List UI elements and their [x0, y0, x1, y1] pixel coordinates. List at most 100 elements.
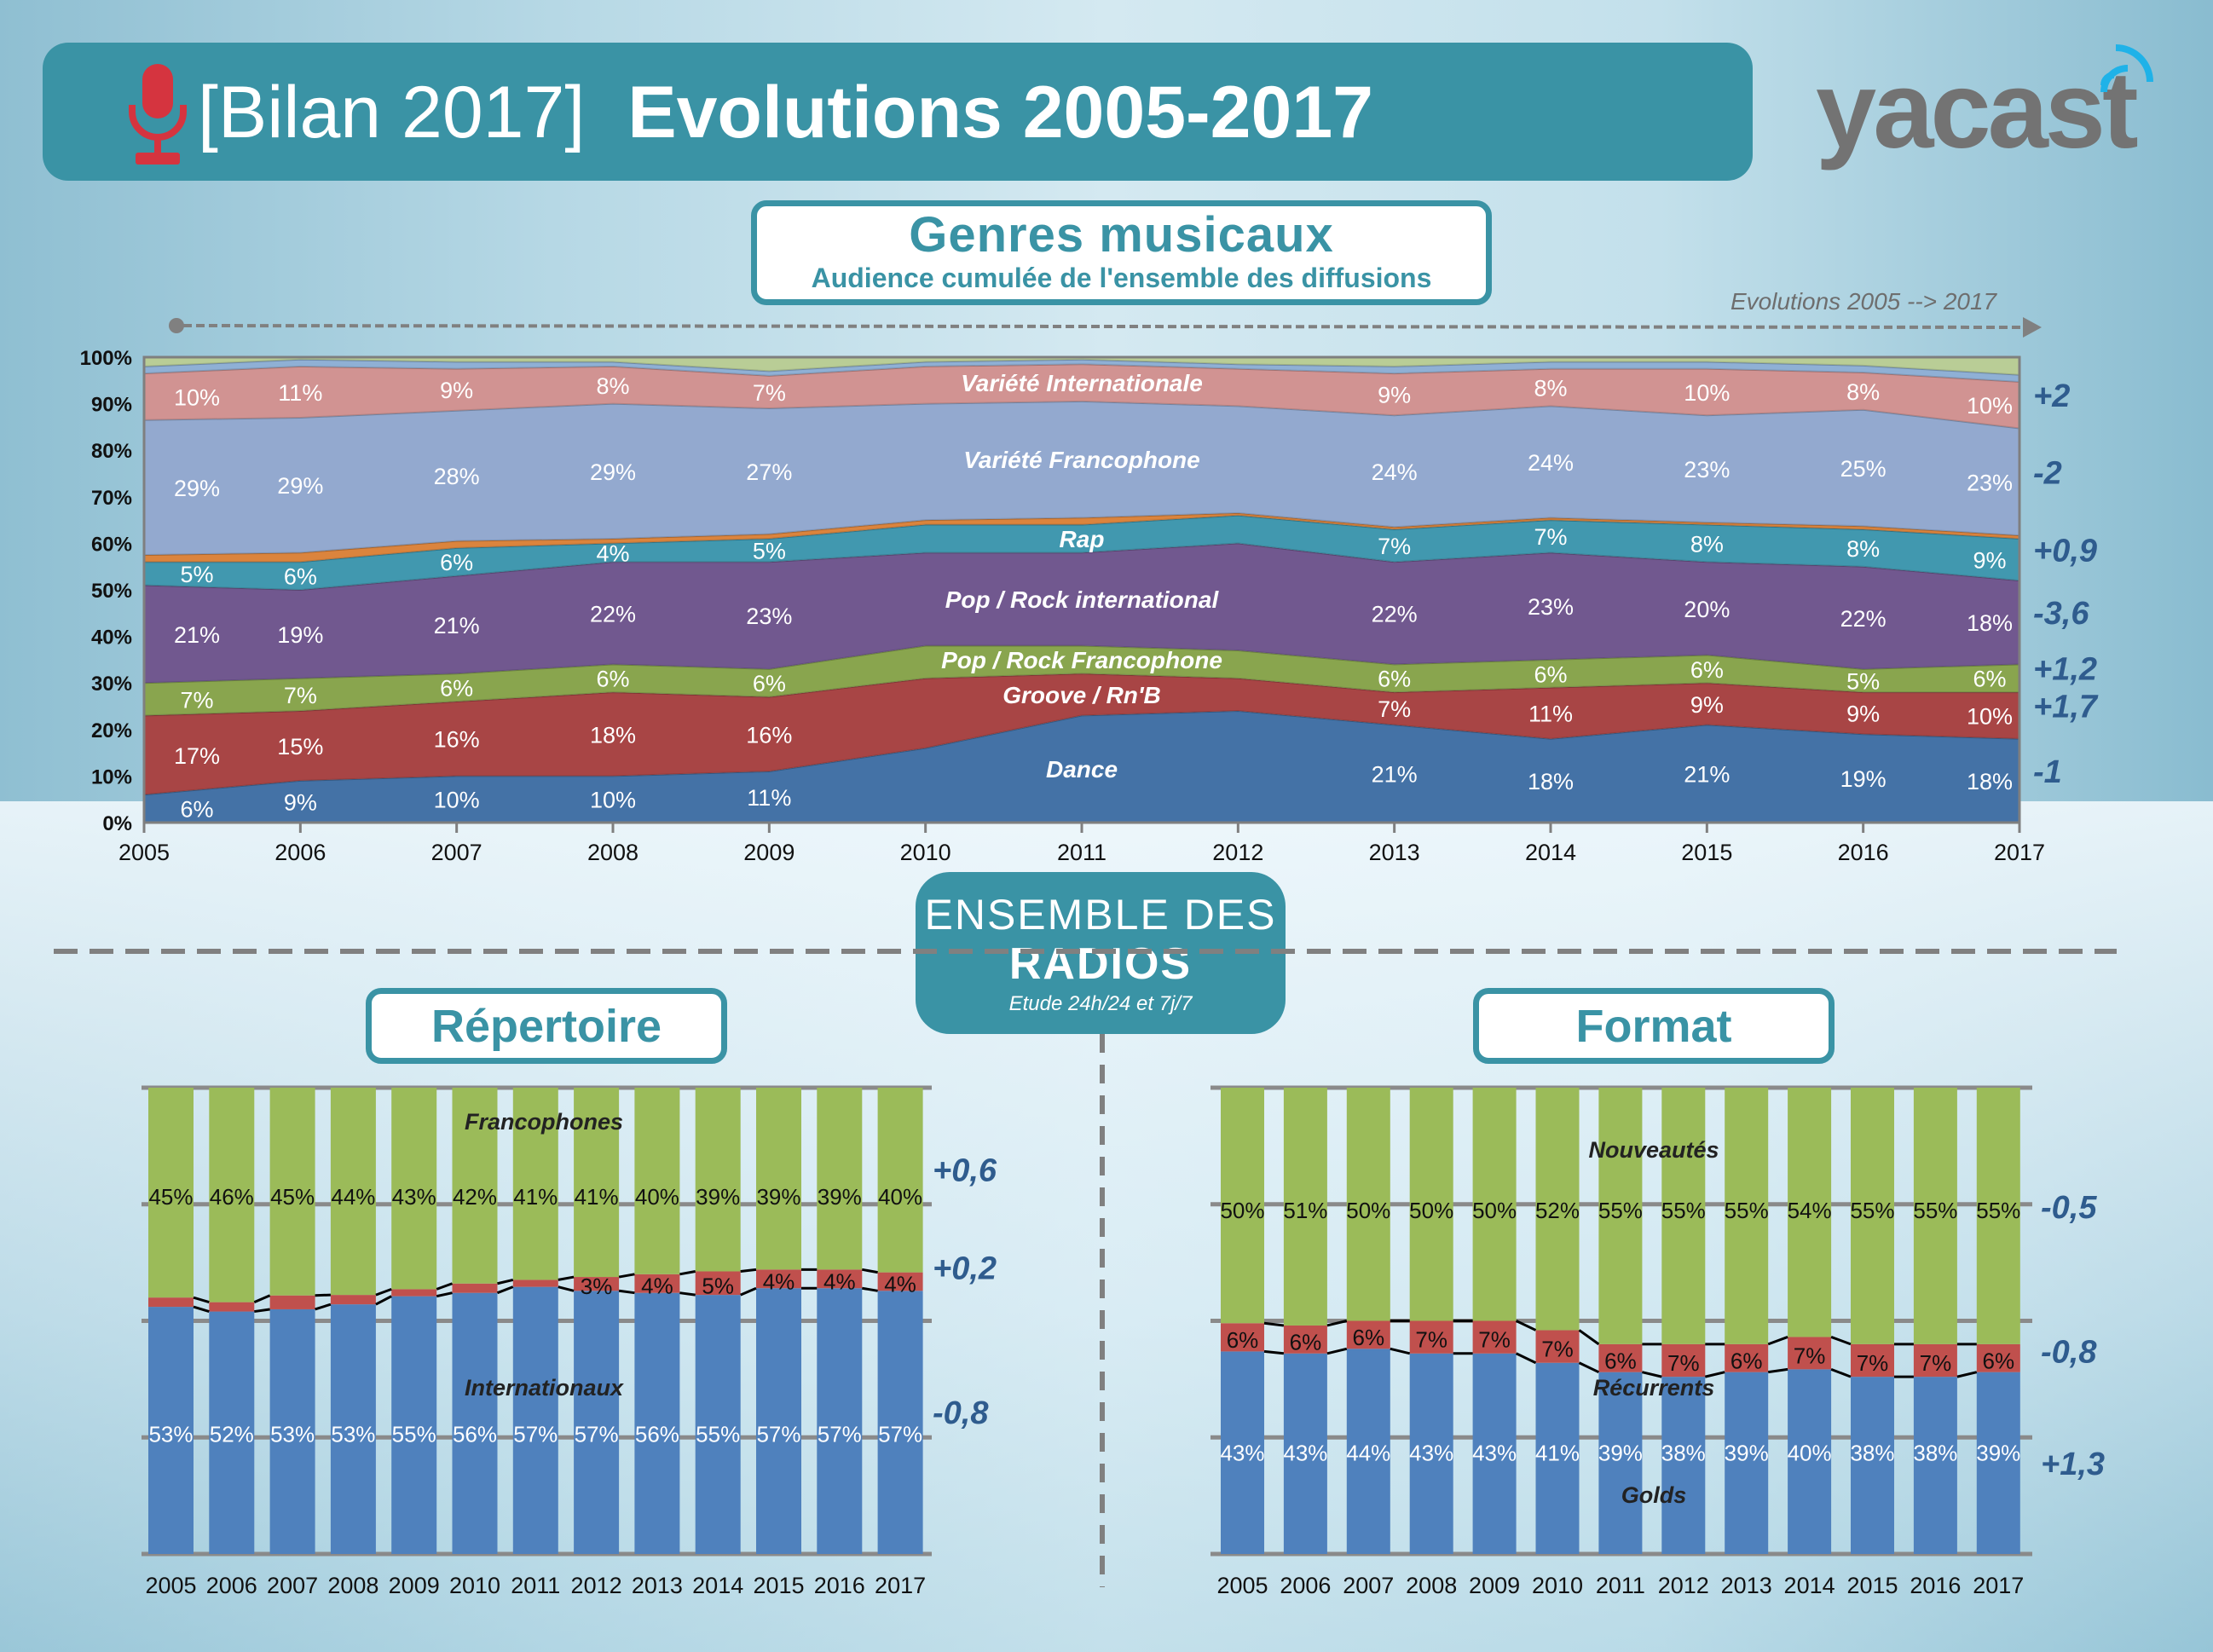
bar-segment: [148, 1297, 194, 1308]
bar-segment: [1851, 1088, 1894, 1344]
y-tick-label: 0%: [102, 812, 132, 835]
series-delta-label: +1,7: [2033, 689, 2099, 725]
x-tick-label: 2012: [1658, 1573, 1709, 1598]
series-delta-label: +0,9: [2033, 534, 2097, 569]
bar-segment: [148, 1307, 194, 1554]
series-connector-line: [1326, 1347, 1348, 1355]
title-main: Evolutions 2005-2017: [627, 72, 1373, 153]
bar-value-label: 40%: [635, 1184, 679, 1210]
series-delta-label: -1: [2033, 754, 2062, 790]
bar-segment: [1913, 1377, 1957, 1554]
bar-value-label: 50%: [1409, 1198, 1453, 1223]
x-tick-label: 2007: [267, 1573, 318, 1598]
bar-segment: [634, 1088, 680, 1274]
series-name-label: Golds: [1621, 1482, 1687, 1508]
bar-value-label: 57%: [575, 1422, 619, 1447]
bar-segment: [695, 1088, 741, 1272]
bar-value-label: 56%: [453, 1422, 497, 1447]
x-tick-label: 2013: [1721, 1573, 1772, 1598]
area-value-label: 8%: [596, 373, 629, 399]
bar-value-label: 7%: [1541, 1337, 1574, 1362]
bar-value-label: 41%: [513, 1184, 558, 1210]
series-name-label: Nouveautés: [1588, 1137, 1719, 1163]
bar-segment: [1913, 1088, 1957, 1344]
bar-segment: [1851, 1343, 1894, 1378]
area-value-label: 6%: [180, 797, 213, 823]
bar-segment: [1788, 1337, 1832, 1370]
bar-segment: [1283, 1088, 1327, 1326]
genres-subtitle: Audience cumulée de l'ensemble des diffu…: [811, 263, 1432, 293]
x-tick-label: 2010: [1532, 1573, 1583, 1598]
x-tick-label: 2013: [1369, 840, 1420, 865]
area-value-label: 23%: [1684, 457, 1730, 482]
bar-value-label: 53%: [148, 1422, 193, 1447]
series-name-label: Groove / Rn'B: [1002, 682, 1161, 708]
y-tick-label: 10%: [91, 765, 132, 788]
bar-value-label: 50%: [1220, 1198, 1264, 1223]
bar-value-label: 43%: [1283, 1441, 1327, 1466]
area-value-label: 10%: [590, 788, 636, 813]
bar-value-label: 7%: [1794, 1343, 1826, 1368]
x-tick-label: 2006: [1280, 1573, 1331, 1598]
bar-segment: [209, 1088, 255, 1303]
bar-value-label: 50%: [1346, 1198, 1390, 1223]
series-connector-line: [375, 1287, 392, 1297]
bar-segment: [1661, 1088, 1706, 1344]
x-tick-label: 2005: [145, 1573, 196, 1598]
series-delta-label: +0,2: [933, 1251, 997, 1286]
area-value-label: 16%: [746, 722, 792, 748]
bar-segment: [1598, 1372, 1643, 1554]
series-name-label: Variété Internationale: [961, 370, 1203, 396]
bar-segment: [1409, 1353, 1453, 1554]
area-value-label: 20%: [1684, 597, 1730, 622]
area-value-label: 6%: [1690, 657, 1724, 683]
bar-segment: [817, 1288, 863, 1554]
repertoire-title-box: Répertoire: [366, 988, 727, 1064]
microphone-icon: [129, 64, 187, 165]
bar-segment: [574, 1088, 620, 1278]
area-value-label: 24%: [1372, 459, 1418, 485]
bar-segment: [1976, 1372, 2020, 1554]
area-value-label: 22%: [590, 601, 636, 627]
bar-value-label: 46%: [210, 1184, 254, 1210]
bar-value-label: 55%: [1661, 1198, 1706, 1223]
y-tick-label: 90%: [91, 394, 132, 417]
x-tick-label: 2015: [1681, 840, 1732, 865]
bar-value-label: 43%: [1472, 1441, 1517, 1466]
area-value-label: 6%: [753, 671, 786, 696]
area-value-label: 19%: [1840, 766, 1887, 792]
bar-value-label: 39%: [818, 1184, 862, 1210]
x-tick-label: 2005: [1216, 1573, 1268, 1598]
x-tick-label: 2015: [1846, 1573, 1898, 1598]
area-value-label: 27%: [746, 459, 792, 485]
series-name-label: Francophones: [465, 1109, 623, 1135]
series-connector-line: [375, 1295, 392, 1306]
bar-segment: [1409, 1320, 1453, 1354]
bar-value-label: 53%: [270, 1422, 315, 1447]
bar-value-label: 38%: [1850, 1441, 1894, 1466]
area-value-label: 17%: [174, 743, 220, 769]
series-connector-line: [315, 1303, 332, 1311]
y-tick-label: 80%: [91, 440, 132, 463]
x-tick-label: 2017: [1973, 1573, 2024, 1598]
bar-value-label: 55%: [1913, 1198, 1957, 1223]
series-name-label: Internationaux: [465, 1375, 624, 1401]
bar-value-label: 6%: [1604, 1348, 1637, 1373]
bar-segment: [817, 1088, 863, 1270]
series-delta-label: +2: [2033, 378, 2070, 414]
area-value-label: 22%: [1840, 606, 1887, 632]
area-value-label: 21%: [1684, 762, 1730, 788]
x-tick-label: 2012: [1212, 840, 1263, 865]
series-name-label: Pop / Rock Francophone: [941, 647, 1222, 673]
y-tick-label: 20%: [91, 719, 132, 742]
bar-value-label: 41%: [1535, 1441, 1580, 1466]
bar-value-label: 44%: [331, 1184, 375, 1210]
series-name-label: Rap: [1060, 526, 1105, 552]
bar-segment: [512, 1286, 558, 1554]
bar-segment: [391, 1088, 437, 1290]
area-value-label: 21%: [434, 613, 480, 638]
series-delta-label: -0,5: [2041, 1190, 2097, 1226]
y-tick-label: 70%: [91, 487, 132, 510]
area-value-label: 18%: [1967, 769, 2013, 794]
y-tick-label: 40%: [91, 627, 132, 650]
